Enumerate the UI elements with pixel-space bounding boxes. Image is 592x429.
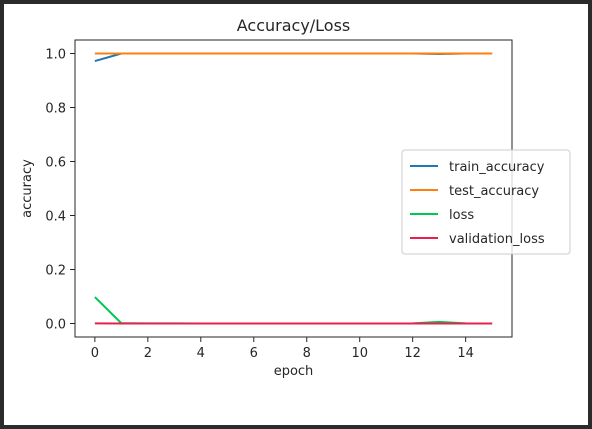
- series-layer: [94, 52, 493, 325]
- x-tick-label: 6: [250, 346, 258, 361]
- legend-label: train_accuracy: [449, 160, 545, 175]
- x-tick-label: 4: [197, 346, 205, 361]
- x-tick-label: 8: [303, 346, 311, 361]
- y-tick-label: 0.2: [45, 264, 66, 279]
- legend-label: validation_loss: [449, 232, 545, 247]
- legend-box: [401, 149, 571, 255]
- series-line-train-accuracy: [94, 52, 493, 63]
- legend-label: test_accuracy: [449, 184, 539, 199]
- y-tick-label: 0.4: [45, 210, 66, 225]
- x-tick-label: 2: [144, 346, 152, 361]
- x-tick-label: 12: [404, 346, 421, 361]
- y-tick-label: 0.0: [45, 318, 66, 333]
- x-tick-label: 10: [351, 346, 368, 361]
- y-axis-ticks: 0.0 0.2 0.4 0.6 0.8 1.0: [45, 48, 75, 333]
- y-tick-label: 0.6: [45, 156, 66, 171]
- x-axis-ticks: 0 2 4 6 8 10 12 14: [91, 337, 474, 361]
- x-tick-label: 0: [91, 346, 99, 361]
- x-axis-label: epoch: [274, 364, 314, 379]
- chart-title: Accuracy/Loss: [237, 16, 351, 35]
- y-axis-label: accuracy: [20, 159, 35, 218]
- chart-figure: Accuracy/Loss 0 2 4 6 8 10 12 14 0.0 0.2 0.4 0.6 0.…: [4, 4, 588, 425]
- series-line-loss: [94, 296, 493, 325]
- legend-label: loss: [449, 208, 474, 223]
- x-tick-label: 14: [457, 346, 474, 361]
- y-tick-label: 0.8: [45, 102, 66, 117]
- line-chart: Accuracy/Loss 0 2 4 6 8 10 12 14 0.00.20.40.60.…: [20, 16, 571, 379]
- y-tick-label: 1.0: [45, 48, 66, 63]
